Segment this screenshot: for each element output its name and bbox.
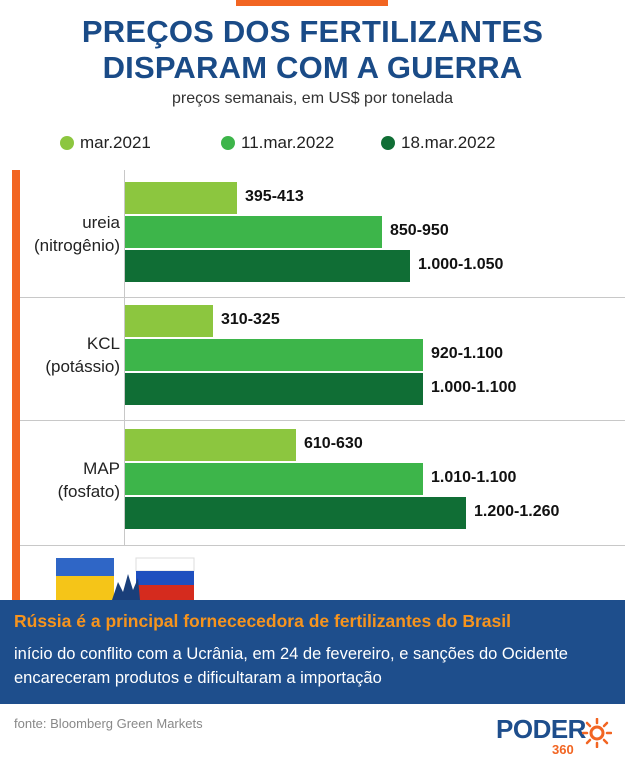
data-label-3-3: 1.200-1.260: [474, 503, 560, 520]
category-detail: (nitrogênio): [34, 236, 120, 255]
category-label-ureia: ureia (nitrogênio): [20, 211, 120, 257]
data-label-1-1: 395-413: [245, 188, 304, 205]
left-accent-bar: [12, 170, 20, 600]
flags-illustration: [20, 548, 625, 600]
legend-dot-11mar2022: [221, 136, 235, 150]
category-name: KCL: [86, 334, 120, 353]
chart-title: PREÇOS DOS FERTILIZANTES DISPARAM COM A …: [0, 14, 625, 86]
banner-headline: Rússia é a principal fornececedora de fe…: [14, 611, 511, 631]
title-line-1: PREÇOS DOS FERTILIZANTES: [81, 14, 544, 49]
data-label-2-3: 1.000-1.100: [431, 379, 517, 396]
group-separator-2: [20, 420, 625, 421]
legend-label-18mar2022: 18.mar.2022: [401, 133, 496, 152]
legend-label-mar2021: mar.2021: [80, 133, 151, 152]
bar-1-3: [125, 250, 410, 282]
logo-number: 360: [552, 742, 574, 757]
title-line-2: DISPARAM COM A GUERRA: [102, 50, 523, 85]
y-axis-line: [124, 170, 125, 545]
category-label-map: MAP (fosfato): [20, 457, 120, 503]
group-separator-3: [20, 545, 625, 546]
bar-3-3: [125, 497, 466, 529]
bar-2-3: [125, 373, 423, 405]
legend-item-11mar2022: 11.mar.2022: [221, 133, 334, 153]
category-detail: (fosfato): [57, 482, 120, 501]
legend-dot-mar2021: [60, 136, 74, 150]
source-note: fonte: Bloomberg Green Markets: [14, 716, 203, 731]
data-label-2-1: 310-325: [221, 311, 280, 328]
sun-icon: [582, 718, 612, 748]
bar-1-1: [125, 182, 237, 214]
bar-3-2: [125, 463, 423, 495]
flags-icon: [56, 557, 195, 600]
legend: mar.2021 11.mar.2022 18.mar.2022: [0, 133, 625, 157]
legend-dot-18mar2022: [381, 136, 395, 150]
category-label-kcl: KCL (potássio): [20, 332, 120, 378]
legend-label-11mar2022: 11.mar.2022: [241, 133, 335, 152]
category-name: MAP: [83, 459, 120, 478]
group-separator-1: [20, 297, 625, 298]
info-banner: [0, 600, 625, 704]
data-label-3-2: 1.010-1.100: [431, 469, 517, 486]
bar-2-1: [125, 305, 213, 337]
legend-item-18mar2022: 18.mar.2022: [381, 133, 496, 153]
chart-subtitle: preços semanais, em US$ por tonelada: [171, 90, 454, 107]
category-name: ureia: [82, 213, 120, 232]
top-accent-stripe: [236, 0, 388, 6]
legend-item-mar2021: mar.2021: [60, 133, 151, 153]
bar-2-2: [125, 339, 423, 371]
bar-3-1: [125, 429, 296, 461]
data-label-1-3: 1.000-1.050: [418, 256, 504, 273]
data-label-3-1: 610-630: [304, 435, 363, 452]
banner-body: início do conflito com a Ucrânia, em 24 …: [14, 645, 568, 687]
data-label-1-2: 850-950: [390, 222, 449, 239]
poder360-logo: PODER 360: [496, 712, 616, 758]
logo-word: PODER: [496, 714, 586, 744]
data-label-2-2: 920-1.100: [431, 345, 504, 362]
bar-1-2: [125, 216, 382, 248]
category-detail: (potássio): [45, 357, 120, 376]
